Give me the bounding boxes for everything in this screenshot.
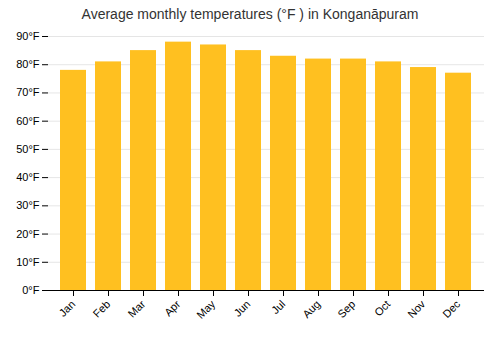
svg-text:May: May	[194, 297, 218, 321]
svg-text:Aug: Aug	[300, 298, 322, 320]
svg-text:40°F: 40°F	[16, 171, 40, 183]
svg-text:20°F: 20°F	[16, 228, 40, 240]
svg-text:Jan: Jan	[56, 298, 77, 319]
svg-text:Jul: Jul	[269, 298, 287, 316]
svg-text:0°F: 0°F	[22, 284, 40, 296]
svg-text:Mar: Mar	[126, 298, 148, 320]
svg-text:Apr: Apr	[162, 298, 183, 319]
svg-text:80°F: 80°F	[16, 58, 40, 70]
svg-text:Oct: Oct	[372, 298, 393, 319]
svg-text:Jun: Jun	[231, 298, 252, 319]
svg-text:70°F: 70°F	[16, 86, 40, 98]
svg-text:Feb: Feb	[91, 298, 113, 320]
svg-text:50°F: 50°F	[16, 143, 40, 155]
svg-text:Dec: Dec	[440, 297, 463, 320]
svg-text:Nov: Nov	[405, 297, 428, 320]
svg-text:60°F: 60°F	[16, 115, 40, 127]
svg-text:Sep: Sep	[335, 298, 357, 320]
svg-text:10°F: 10°F	[16, 256, 40, 268]
svg-text:30°F: 30°F	[16, 199, 40, 211]
svg-text:90°F: 90°F	[16, 30, 40, 42]
html-text:Average monthly temperatures (: Average monthly temperatures (°F ) in Ko…	[81, 6, 419, 22]
